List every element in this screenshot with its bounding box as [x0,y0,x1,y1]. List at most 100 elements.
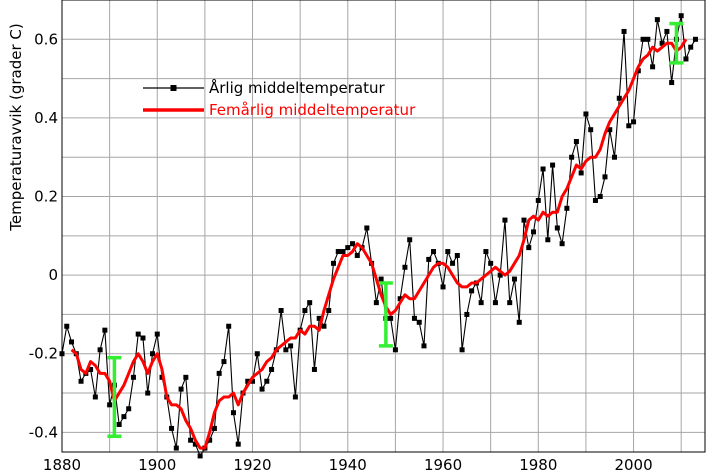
annual-point [135,331,141,337]
x-tick-label: 1920 [233,456,271,474]
annual-point [69,339,75,345]
x-tick-label: 1940 [329,456,367,474]
annual-point [626,123,632,129]
annual-point [597,194,603,200]
annual-point [654,17,660,23]
annual-point [531,229,537,235]
annual-point [149,351,155,357]
annual-point [178,386,184,392]
annual-point [388,315,394,321]
annual-point [421,343,427,349]
grid-lines [61,0,705,452]
annual-point [288,343,294,349]
annual-point [211,425,217,431]
annual-point [302,308,308,314]
annual-point [340,249,346,255]
x-tick-label: 1960 [424,456,462,474]
annual-point [559,241,565,247]
annual-point [550,162,556,168]
annual-point [492,300,498,306]
annual-point [88,366,94,372]
annual-point [107,402,113,408]
annual-point [364,225,370,231]
annual-point [221,359,227,365]
annual-point [426,256,432,262]
annual-point [411,315,417,321]
legend-five-year-label: Femårlig middeltemperatur [209,101,416,119]
annual-point [669,80,675,86]
annual-point [592,197,598,203]
annual-point [264,378,270,384]
annual-point [278,308,284,314]
annual-point [445,249,451,255]
annual-point [478,300,484,306]
y-tick-label: 0 [48,266,58,284]
annual-point [497,272,503,278]
legend-annual-marker [170,85,177,91]
legend: Årlig middeltemperatur Femårlig middelte… [143,78,416,119]
annual-point [102,327,108,333]
annual-point [345,245,351,251]
annual-point [392,347,398,353]
y-tick-label: -0.2 [29,345,58,363]
annual-point [526,245,532,251]
uncertainty-bars [107,21,684,439]
annual-point [511,276,517,282]
annual-point [459,347,465,353]
annual-point [78,378,84,384]
annual-point [311,366,317,372]
annual-point [197,453,203,459]
annual-point [145,390,151,396]
annual-point [464,311,470,317]
annual-point [483,249,489,255]
annual-point [659,40,665,46]
annual-point [602,174,608,180]
annual-point [402,264,408,270]
uncertainty-bar [107,355,122,439]
y-tick-label: 0.6 [34,30,58,48]
annual-point [578,170,584,176]
annual-point [235,441,241,447]
annual-point [292,394,298,400]
annual-point [521,217,527,223]
annual-point [259,386,265,392]
annual-point [321,323,327,329]
annual-point [516,319,522,325]
annual-point [488,260,494,266]
annual-point [507,300,513,306]
annual-point [140,335,146,341]
legend-annual-label: Årlig middeltemperatur [209,78,385,97]
annual-point [192,441,198,447]
annual-point [583,111,589,117]
annual-point [616,95,622,101]
annual-point [569,154,575,160]
y-axis-ticks: -0.4 -0.2 0 0.2 0.4 0.6 [29,30,58,441]
x-tick-label: 1880 [43,456,81,474]
annual-point [645,36,651,42]
annual-point [454,252,460,258]
annual-point [207,437,213,443]
annual-point [92,394,98,400]
annual-point [226,323,232,329]
annual-point [121,414,127,420]
annual-point [640,36,646,42]
x-tick-label: 1900 [138,456,176,474]
y-tick-label: 0.4 [34,109,58,127]
annual-point [664,28,670,34]
annual-point [254,351,260,357]
annual-point [573,138,579,144]
plot-frame [61,0,706,453]
annual-point [330,260,336,266]
annual-point [373,300,379,306]
y-axis-label: Temperaturavvik (grader C) [7,23,25,231]
annual-point [607,127,613,133]
annual-point [173,445,179,451]
annual-point [183,374,189,380]
annual-point [431,249,437,255]
annual-point [540,166,546,172]
annual-point [450,260,456,266]
annual-point [64,323,70,329]
annual-point [545,237,551,243]
annual-point [130,374,136,380]
